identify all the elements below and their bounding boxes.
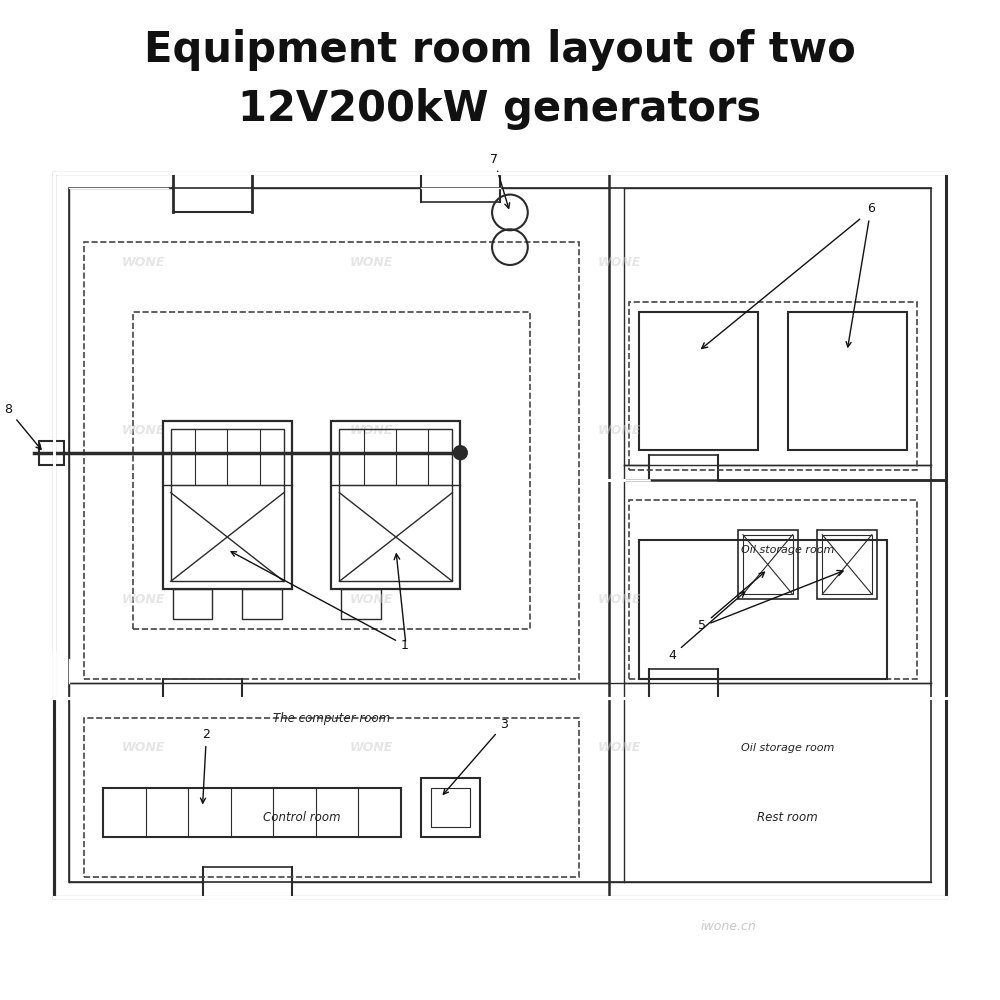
Bar [163, 421, 292, 589]
Text: WONE: WONE [597, 593, 641, 606]
Text: WONE: WONE [349, 741, 393, 754]
Text: Oil storage room: Oil storage room [741, 743, 834, 753]
Text: WONE: WONE [121, 255, 165, 268]
Bar [171, 429, 284, 581]
Text: Rest room: Rest room [757, 811, 818, 824]
Text: 1: 1 [231, 552, 409, 652]
Bar [103, 788, 401, 837]
Bar [331, 421, 460, 589]
Text: WONE: WONE [121, 741, 165, 754]
Text: Control room: Control room [263, 811, 340, 824]
Text: 4: 4 [669, 592, 745, 662]
Bar [817, 530, 877, 599]
Bar [54, 173, 946, 897]
Bar [743, 535, 793, 594]
Text: WONE: WONE [597, 424, 641, 437]
Text: WONE: WONE [349, 593, 393, 606]
Text: WONE: WONE [597, 255, 641, 268]
Bar [69, 188, 931, 882]
Bar [639, 312, 758, 450]
Bar [431, 788, 470, 827]
Bar [629, 302, 917, 470]
Bar [822, 535, 872, 594]
Bar [173, 589, 212, 619]
Text: 8: 8 [4, 403, 41, 449]
Text: 3: 3 [443, 718, 508, 794]
Bar [629, 500, 917, 678]
Bar [242, 589, 282, 619]
Text: WONE: WONE [121, 593, 165, 606]
Bar [339, 429, 452, 581]
Text: 7: 7 [490, 153, 510, 208]
Text: iwone.cn: iwone.cn [700, 920, 756, 933]
Bar [84, 718, 579, 877]
Text: Equipment room layout of two: Equipment room layout of two [144, 29, 856, 71]
Text: Oil storage room: Oil storage room [741, 545, 834, 555]
Bar [738, 530, 798, 599]
Text: WONE: WONE [349, 424, 393, 437]
Bar [421, 778, 480, 837]
Text: 5: 5 [698, 572, 764, 632]
Text: 6: 6 [846, 202, 875, 347]
Bar [84, 242, 579, 678]
Text: 12V200kW generators: 12V200kW generators [238, 88, 762, 130]
Text: WONE: WONE [349, 255, 393, 268]
Text: WONE: WONE [597, 741, 641, 754]
Text: The computer room: The computer room [273, 712, 390, 725]
Text: 2: 2 [201, 728, 210, 803]
Bar [788, 312, 907, 450]
Bar [39, 441, 64, 465]
Bar [639, 540, 887, 678]
Text: WONE: WONE [121, 424, 165, 437]
Circle shape [453, 446, 467, 460]
Bar [133, 312, 530, 629]
Bar [341, 589, 381, 619]
